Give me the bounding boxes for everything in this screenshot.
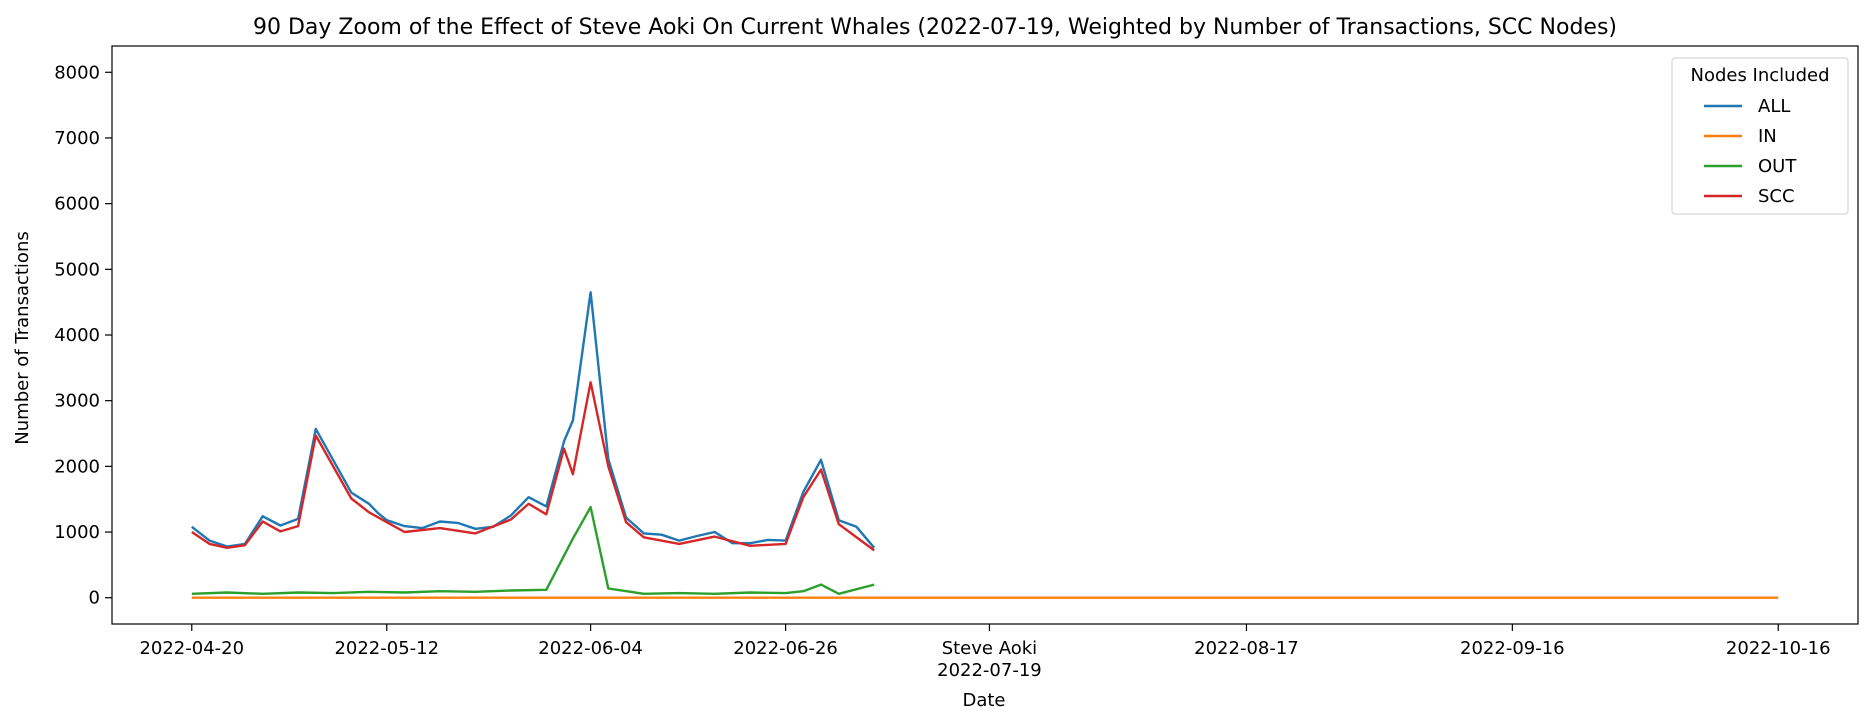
- x-tick-label: 2022-10-16: [1726, 638, 1831, 659]
- plot-frame: [111, 45, 1859, 625]
- legend-label-scc: SCC: [1758, 186, 1795, 207]
- y-tick-label: 5000: [54, 259, 100, 280]
- event-date: 2022-07-19: [937, 660, 1042, 681]
- x-tick-label: 2022-05-12: [334, 638, 439, 659]
- x-tick-label: 2022-09-16: [1460, 638, 1565, 659]
- legend: Nodes Included ALL IN OUT SCC: [1671, 57, 1849, 215]
- legend-label-in: IN: [1758, 126, 1777, 147]
- legend-box: [1671, 57, 1849, 215]
- y-tick-label: 2000: [54, 456, 100, 477]
- y-tick-label: 8000: [54, 62, 100, 83]
- x-tick-label: 2022-06-04: [538, 638, 643, 659]
- series-line-all: [191, 291, 876, 549]
- y-tick-label: 1000: [54, 522, 100, 543]
- y-tick-label: 7000: [54, 128, 100, 149]
- y-tick-label: 4000: [54, 325, 100, 346]
- series-layer: [191, 291, 1779, 599]
- series-line-out: [191, 505, 875, 595]
- event-label: Steve Aoki: [942, 638, 1037, 659]
- x-axis-label: Date: [962, 690, 1005, 711]
- y-axis: 0 1000 2000 3000 4000 5000 6000 7000 8000: [54, 62, 112, 609]
- x-axis: 2022-04-20 2022-05-12 2022-06-04 2022-06-26…: [139, 624, 1831, 681]
- chart-title: 90 Day Zoom of the Effect of Steve Aoki …: [253, 15, 1617, 40]
- series-line-scc: [191, 381, 875, 552]
- y-axis-label: Number of Transactions: [12, 231, 33, 444]
- legend-label-all: ALL: [1758, 96, 1790, 117]
- legend-title: Nodes Included: [1690, 65, 1829, 86]
- y-tick-label: 0: [89, 588, 100, 609]
- legend-label-out: OUT: [1758, 156, 1797, 177]
- x-tick-label: 2022-06-26: [733, 638, 838, 659]
- plot-area: 0 1000 2000 3000 4000 5000 6000 7000 8000 2022-0…: [54, 45, 1859, 681]
- y-tick-label: 3000: [54, 391, 100, 412]
- x-tick-label: 2022-08-17: [1194, 638, 1299, 659]
- x-tick-label: 2022-04-20: [139, 638, 244, 659]
- y-tick-label: 6000: [54, 194, 100, 215]
- x-tick-label: Steve Aoki 2022-07-19: [937, 638, 1042, 681]
